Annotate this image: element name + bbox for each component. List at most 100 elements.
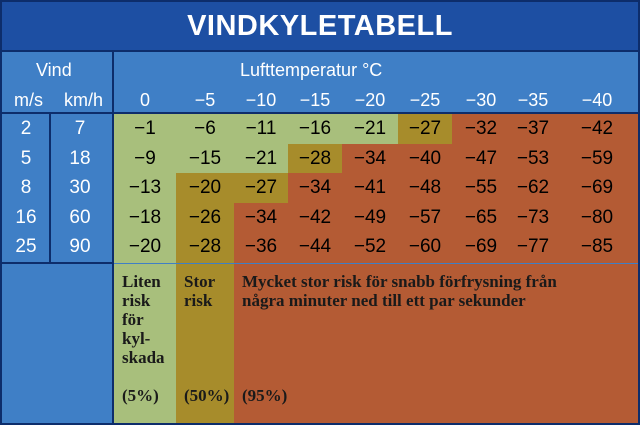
wind-chill-value: −28 (188, 236, 222, 258)
risk-cell (342, 232, 398, 264)
wind-chill-value: −20 (188, 177, 222, 199)
wind-chill-value: −73 (516, 206, 550, 228)
risk-cell (342, 114, 398, 145)
legend-low-risk-text: risk (122, 291, 151, 310)
legend-low-risk-text: för (122, 310, 144, 329)
legend-low-risk-text: kyl- (122, 329, 151, 348)
risk-cell (176, 114, 234, 145)
temperature-header: −20 (354, 90, 386, 110)
risk-cell (342, 202, 398, 234)
wind-chill-value: −52 (353, 236, 387, 258)
wind-chill-value: −16 (298, 118, 332, 139)
wind-chill-value: −48 (408, 177, 442, 199)
risk-cell (114, 202, 176, 234)
temperature-header: −30 (465, 90, 497, 110)
risk-cell (398, 232, 452, 264)
wind-chill-value: −53 (516, 147, 550, 169)
risk-cell (288, 114, 342, 145)
ms-header: m/s (14, 90, 43, 110)
legend-very-high-risk (234, 264, 638, 423)
risk-cell (288, 143, 342, 175)
risk-cell (510, 232, 556, 264)
risk-cell (398, 173, 452, 205)
wind-chill-value: −59 (580, 147, 614, 169)
legend-high-risk-text: risk (184, 291, 213, 310)
wind-chill-value: −34 (244, 206, 278, 228)
risk-cell (288, 202, 342, 234)
wind-column-divider (112, 50, 114, 423)
legend-high-risk-text: Stor (184, 272, 216, 291)
risk-cell (114, 114, 176, 145)
wind-chill-value: −85 (580, 236, 614, 258)
wind-speed-kmh: 60 (69, 206, 91, 228)
wind-chill-value: −20 (128, 236, 162, 258)
risk-cell (556, 232, 638, 264)
wind-chill-value: −32 (464, 118, 498, 139)
wind-chill-value: −15 (188, 147, 222, 169)
temperature-header: −5 (194, 90, 216, 110)
legend-very-high-risk-text: Mycket stor risk för snabb förfrysning f… (242, 272, 557, 291)
risk-cell (234, 232, 288, 264)
risk-cell (234, 173, 288, 205)
risk-cell (176, 173, 234, 205)
risk-cell (398, 143, 452, 175)
risk-cell (114, 173, 176, 205)
risk-cell (452, 173, 510, 205)
risk-cell (510, 143, 556, 175)
wind-speed-ms: 8 (20, 177, 32, 199)
wind-chill-value: −41 (353, 177, 387, 199)
wind-chill-value: −69 (580, 177, 614, 199)
wind-chill-value: −47 (464, 147, 498, 169)
risk-cell (234, 202, 288, 234)
wind-chill-value: −1 (134, 118, 156, 139)
wind-chill-value: −55 (464, 177, 498, 199)
risk-cell (176, 143, 234, 175)
wind-chill-value: −69 (464, 236, 498, 258)
wind-chill-value: −60 (408, 236, 442, 258)
wind-speed-ms: 16 (15, 206, 37, 228)
risk-cell (556, 114, 638, 145)
risk-cell (234, 114, 288, 145)
legend-very-high-risk-text: några minuter ned till ett par sekunder (242, 291, 526, 310)
risk-cell (556, 202, 638, 234)
wind-chill-value: −62 (516, 177, 550, 199)
legend-low-risk-text: skada (122, 348, 165, 367)
wind-chill-value: −6 (194, 118, 216, 139)
wind-chill-value: −9 (134, 147, 156, 169)
risk-cell (452, 232, 510, 264)
risk-cell (452, 143, 510, 175)
risk-cell (176, 202, 234, 234)
risk-cell (288, 173, 342, 205)
wind-chill-value: −28 (298, 147, 332, 169)
temperature-header: −35 (517, 90, 549, 110)
legend-very-high-risk-percentage: (95%) (242, 386, 288, 405)
header-divider (2, 112, 638, 114)
wind-chill-value: −21 (244, 147, 278, 169)
wind-chill-value: −49 (353, 206, 387, 228)
wind-chill-value: −27 (408, 118, 442, 139)
wind-chill-value: −42 (298, 206, 332, 228)
wind-speed-kmh: 30 (69, 177, 91, 199)
risk-cell (234, 143, 288, 175)
wind-chill-value: −57 (408, 206, 442, 228)
temperature-header: −25 (409, 90, 441, 110)
ms-kmh-divider (49, 112, 51, 262)
risk-cell (342, 143, 398, 175)
wind-speed-ms: 2 (20, 118, 32, 139)
wind-chill-value: −13 (128, 177, 162, 199)
wind-speed-kmh: 7 (74, 118, 86, 139)
risk-cell (452, 114, 510, 145)
wind-chill-value: −40 (408, 147, 442, 169)
wind-speed-kmh: 18 (69, 147, 91, 169)
legend-low-risk-text: Liten (122, 272, 161, 291)
risk-cell (398, 202, 452, 234)
wind-chill-value: −80 (580, 206, 614, 228)
wind-chill-value: −11 (245, 118, 277, 139)
wind-chill-value: −27 (244, 177, 278, 199)
risk-cell (556, 173, 638, 205)
temperature-header: 0 (139, 90, 150, 110)
legend-high-risk-percentage: (50%) (184, 386, 230, 405)
legend-divider (2, 262, 114, 264)
temperature-header: −15 (299, 90, 331, 110)
